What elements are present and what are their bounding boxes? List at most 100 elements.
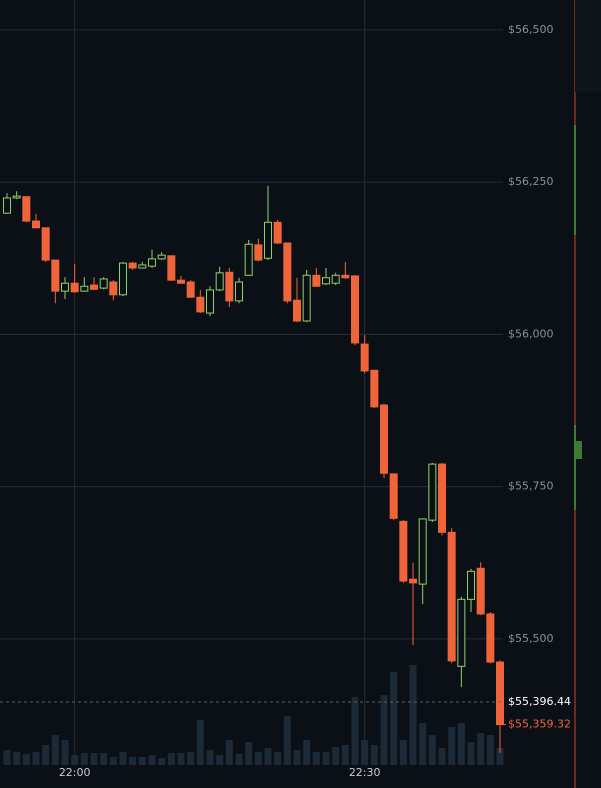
volume-bar bbox=[225, 740, 233, 765]
candle-body bbox=[351, 275, 360, 344]
volume-bar bbox=[80, 753, 88, 765]
candle-body bbox=[80, 285, 89, 292]
volume-bar bbox=[13, 752, 21, 765]
volume-bar bbox=[303, 740, 311, 765]
volume-bar bbox=[245, 742, 253, 765]
volume-bar bbox=[100, 753, 108, 765]
depth-panel bbox=[575, 0, 601, 92]
candle-body bbox=[128, 262, 137, 269]
y-tick-label: $55,500 bbox=[508, 632, 554, 645]
volume-bar bbox=[264, 748, 272, 765]
candle-body bbox=[409, 578, 418, 584]
volume-bar bbox=[148, 755, 156, 765]
candle-body bbox=[206, 289, 215, 314]
volume-bar bbox=[206, 750, 214, 765]
volume-bar bbox=[341, 745, 349, 765]
depth-marker bbox=[575, 441, 582, 459]
volume-bar bbox=[399, 740, 407, 765]
y-tick-label: $56,500 bbox=[508, 23, 554, 36]
candle-body bbox=[41, 227, 50, 261]
volume-bar bbox=[158, 758, 166, 765]
candle-body bbox=[428, 463, 437, 521]
volume-bar bbox=[216, 755, 224, 765]
candle-body bbox=[196, 296, 205, 313]
candle-body bbox=[389, 473, 398, 519]
y-tick-label: $55,750 bbox=[508, 480, 554, 493]
volume-bar bbox=[409, 665, 417, 765]
candle-body bbox=[273, 221, 282, 244]
y-tick-label: $56,250 bbox=[508, 175, 554, 188]
volume-bar bbox=[196, 720, 204, 765]
volume-bar bbox=[390, 672, 398, 765]
candle-body bbox=[167, 255, 176, 281]
volume-bar bbox=[322, 752, 330, 765]
candle-body bbox=[119, 262, 128, 296]
volume-bar bbox=[477, 733, 485, 765]
candle-body bbox=[70, 282, 79, 293]
price-label: $55,359.32 bbox=[508, 718, 571, 731]
candle-body bbox=[341, 274, 350, 279]
volume-bar bbox=[32, 752, 40, 765]
volume-bar bbox=[428, 735, 436, 765]
candle-body bbox=[476, 567, 485, 615]
price-label-box bbox=[504, 693, 574, 710]
x-tick-label: 22:30 bbox=[349, 766, 381, 779]
candle-body bbox=[99, 278, 108, 289]
volume-bar bbox=[109, 757, 117, 765]
volume-bar bbox=[467, 742, 475, 765]
candle-body bbox=[399, 520, 408, 582]
volume-bar bbox=[380, 695, 388, 765]
candle-body bbox=[302, 274, 311, 322]
volume-bar bbox=[61, 740, 69, 765]
volume-bar bbox=[274, 752, 282, 765]
candle-body bbox=[244, 243, 253, 276]
candle-body bbox=[496, 661, 505, 726]
volume-bar bbox=[419, 723, 427, 765]
volume-bar bbox=[3, 750, 11, 765]
candle-body bbox=[22, 196, 31, 222]
x-tick-label: 22:00 bbox=[59, 766, 91, 779]
candle-body bbox=[283, 242, 292, 302]
candle-body bbox=[360, 343, 369, 372]
volume-bar bbox=[332, 747, 340, 765]
volume-bar bbox=[235, 754, 243, 765]
volume-bar bbox=[457, 723, 465, 765]
volume-bar bbox=[129, 757, 137, 765]
candle-body bbox=[157, 254, 166, 260]
volume-bar bbox=[293, 750, 301, 765]
candle-body bbox=[486, 613, 495, 663]
candle-body bbox=[138, 264, 147, 269]
y-tick-label: $56,000 bbox=[508, 327, 554, 340]
candle-body bbox=[186, 281, 195, 298]
candle-body bbox=[380, 404, 389, 474]
candle-body bbox=[225, 271, 234, 302]
candle-body bbox=[254, 244, 263, 261]
volume-bar bbox=[42, 745, 50, 765]
candle-body bbox=[438, 463, 447, 533]
volume-bar bbox=[22, 754, 30, 765]
candle-body bbox=[215, 272, 224, 291]
volume-bar bbox=[370, 745, 378, 765]
candle-body bbox=[418, 518, 427, 585]
volume-bar bbox=[138, 757, 146, 765]
candle-body bbox=[312, 274, 321, 287]
volume-bar bbox=[496, 748, 504, 765]
volume-bar bbox=[486, 735, 494, 765]
volume-bar bbox=[71, 755, 79, 765]
candle-body bbox=[109, 281, 118, 296]
volume-bar bbox=[177, 753, 185, 765]
candle-body bbox=[51, 259, 60, 292]
candle-body bbox=[3, 197, 11, 214]
candle-body bbox=[148, 258, 157, 267]
candle-body bbox=[447, 531, 456, 662]
candle-body bbox=[90, 284, 99, 290]
price-label: $55,396.44 bbox=[508, 695, 571, 708]
candle-body bbox=[370, 369, 379, 408]
candle-body bbox=[235, 281, 244, 302]
candle-body bbox=[457, 598, 466, 667]
volume-bar bbox=[361, 740, 369, 765]
candle-body bbox=[177, 279, 186, 284]
candle-body bbox=[467, 570, 476, 600]
